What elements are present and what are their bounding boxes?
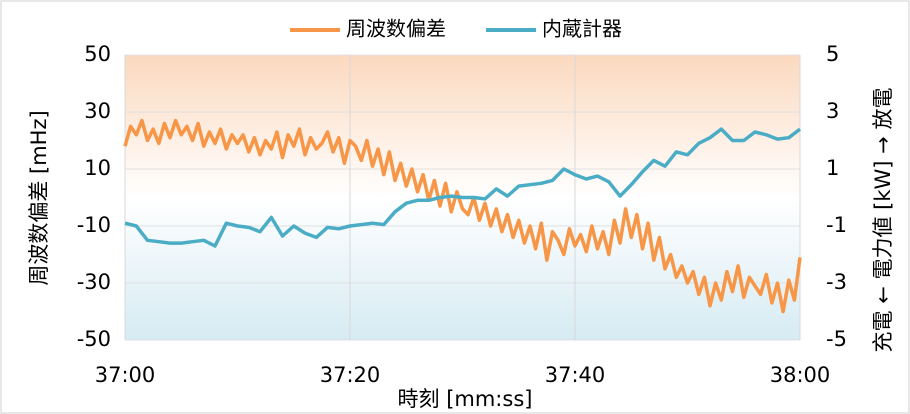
y-tick-label: -50 <box>77 327 111 351</box>
y2-tick-label: 3 <box>826 99 839 123</box>
x-axis-label: 時刻 [mm:ss] <box>398 387 533 411</box>
y2-tick-label: 5 <box>826 42 839 66</box>
x-tick-label: 37:00 <box>95 363 156 387</box>
y-tick-label: -10 <box>77 213 111 237</box>
y-tick-label: 10 <box>84 156 111 180</box>
y-tick-label: 30 <box>84 99 111 123</box>
y2-tick-label: 1 <box>826 156 839 180</box>
plot-bg-bottom <box>125 197 800 340</box>
x-tick-label: 37:40 <box>545 363 606 387</box>
x-tick-label: 37:20 <box>320 363 381 387</box>
y-tick-label: 50 <box>84 42 111 66</box>
legend-label: 内蔵計器 <box>542 17 622 41</box>
y2-axis-label: 充電 ← 電力値 [kW] → 放電 <box>871 88 895 353</box>
x-tick-label: 38:00 <box>770 363 831 387</box>
y-tick-label: -30 <box>77 270 111 294</box>
line <box>124 127 802 248</box>
y2-tick-label: -3 <box>826 270 847 294</box>
y2-tick-label: -1 <box>826 213 847 237</box>
y2-tick-label: -5 <box>826 327 847 351</box>
plot-bg-top <box>125 55 800 198</box>
legend-label: 周波数偏差 <box>346 17 446 41</box>
y-axis-label: 周波数偏差 [mHz] <box>27 110 51 285</box>
line <box>123 118 802 314</box>
